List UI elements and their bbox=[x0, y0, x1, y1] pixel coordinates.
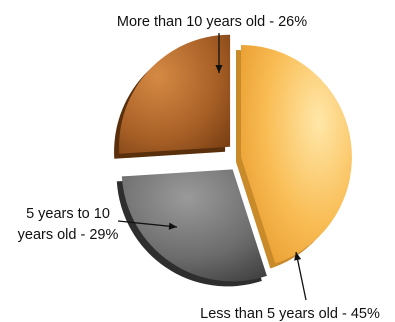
slice-label-line: 5 years to 10 bbox=[26, 206, 110, 222]
labels-layer: Less than 5 years old - 45% 5 years to 10… bbox=[18, 14, 380, 322]
leader-line bbox=[117, 220, 178, 228]
arrow-head bbox=[168, 222, 177, 230]
arrow-head bbox=[215, 65, 223, 73]
slice-label: Less than 5 years old - 45% bbox=[200, 306, 380, 322]
pie-slice bbox=[119, 34, 231, 154]
slice-label-line: More than 10 years old - 26% bbox=[117, 14, 307, 30]
pie-slice bbox=[121, 169, 267, 282]
slices-layer bbox=[114, 34, 352, 287]
arrow-head bbox=[294, 252, 302, 261]
pie-slice bbox=[241, 45, 352, 264]
leader-line bbox=[295, 251, 307, 301]
slice-label: 5 years to 10 years old - 29% bbox=[18, 206, 119, 243]
slice-label-line: years old - 29% bbox=[18, 227, 119, 243]
arrows-layer bbox=[117, 33, 307, 301]
slice-label: More than 10 years old - 26% bbox=[117, 14, 307, 30]
slice-label-line: Less than 5 years old - 45% bbox=[200, 306, 380, 322]
